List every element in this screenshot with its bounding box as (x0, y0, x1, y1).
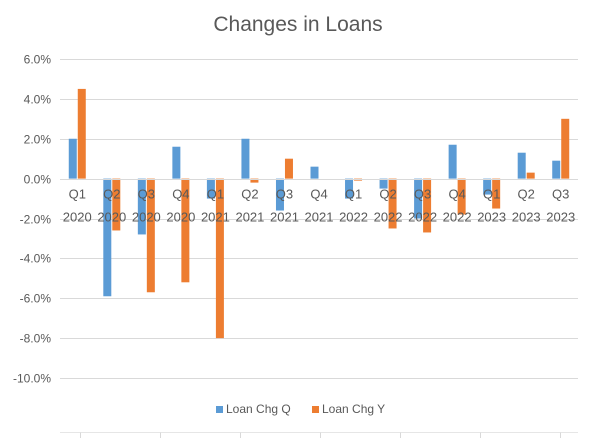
x-tick-label-quarter: Q2 (518, 187, 535, 202)
y-tick-label: 0.0% (24, 173, 52, 187)
x-tick-label-year: 2023 (546, 210, 575, 225)
bar-loan-chg-y (215, 178, 224, 339)
y-tick-label: 4.0% (24, 93, 52, 107)
bar-loan-chg-q (414, 178, 423, 219)
x-axis (60, 179, 578, 438)
bar-loan-chg-q (345, 178, 354, 199)
bar-loan-chg-q (137, 178, 146, 235)
y-tick-label: 6.0% (24, 53, 52, 67)
y-tick-label: -2.0% (20, 213, 52, 227)
bar-loan-chg-q (448, 144, 457, 179)
legend-label: Loan Chg Q (226, 402, 291, 416)
bar-loan-chg-q (275, 178, 284, 211)
bar-loan-chg-y (492, 178, 501, 209)
x-tick-label-quarter: Q1 (69, 187, 86, 202)
bar-loan-chg-q (552, 160, 561, 179)
bar-loan-chg-y (112, 178, 121, 231)
x-tick-label-year: 2020 (166, 210, 195, 225)
x-tick-label-year: 2021 (305, 210, 334, 225)
x-tick-label-year: 2023 (512, 210, 541, 225)
bar-loan-chg-y (561, 118, 570, 179)
x-tick-label-quarter: Q2 (103, 187, 120, 202)
x-tick-label-year: 2022 (339, 210, 368, 225)
y-tick-label: -8.0% (20, 332, 52, 346)
legend-swatch (216, 406, 223, 413)
x-tick-label-year: 2020 (63, 210, 92, 225)
legend-swatch (312, 406, 319, 413)
bar-loan-chg-q (206, 178, 215, 199)
bar-loan-chg-y (77, 88, 86, 179)
bar-loan-chg-q (172, 146, 181, 179)
bar-loan-chg-y (181, 178, 190, 283)
x-tick-label-quarter: Q3 (138, 187, 155, 202)
bar-loan-chg-y (250, 178, 259, 183)
x-tick-label-quarter: Q1 (345, 187, 362, 202)
y-tick-label: -6.0% (20, 292, 52, 306)
y-axis-tick-labels: 6.0% 4.0% 2.0% 0.0% -2.0% -4.0% -6.0% -8.0% -10.… (13, 53, 51, 386)
y-tick-label: -4.0% (20, 252, 52, 266)
bar-loan-chg-q (103, 178, 112, 297)
x-tick-label-year: 2020 (132, 210, 161, 225)
y-tick-label: 2.0% (24, 133, 52, 147)
x-tick-label-quarter: Q3 (414, 187, 431, 202)
bar-loan-chg-y (526, 172, 535, 179)
bar-loan-chg-q (483, 178, 492, 195)
bar-loan-chg-y (457, 178, 466, 215)
bar-loan-chg-y (284, 158, 293, 179)
bar-loan-chg-q (310, 166, 319, 179)
bars (68, 88, 570, 339)
bar-loan-chg-q (241, 138, 250, 179)
x-tick-label-quarter: Q2 (241, 187, 258, 202)
x-tick-label-quarter: Q3 (552, 187, 569, 202)
x-axis-tick-labels: Q1 2020 Q2 2020 Q3 2020 Q4 2020 Q1 2021 Q2 2021 Q3 20… (63, 187, 575, 225)
x-tick-label-quarter: Q4 (448, 187, 465, 202)
x-tick-label-year: 2022 (443, 210, 472, 225)
legend: Loan Chg Q Loan Chg Y (216, 402, 385, 416)
x-tick-label-year: 2021 (235, 210, 264, 225)
legend-label: Loan Chg Y (322, 402, 385, 416)
x-tick-label-year: 2021 (270, 210, 299, 225)
bar-loan-chg-q (517, 152, 526, 179)
y-tick-label: -10.0% (13, 372, 51, 386)
x-tick-label-year: 2021 (201, 210, 230, 225)
bar-loan-chg-q (379, 178, 388, 189)
bar-loan-chg-q (68, 138, 77, 179)
chart-title: Changes in Loans (213, 13, 382, 36)
x-tick-label-year: 2022 (408, 210, 437, 225)
bar-loan-chg-y (423, 178, 432, 233)
x-tick-label-quarter: Q2 (379, 187, 396, 202)
x-tick-label-quarter: Q4 (172, 187, 189, 202)
x-tick-label-year: 2020 (97, 210, 126, 225)
x-tick-label-quarter: Q1 (207, 187, 224, 202)
x-tick-label-year: 2022 (374, 210, 403, 225)
x-tick-label-quarter: Q1 (483, 187, 500, 202)
bar-loan-chg-y (388, 178, 397, 229)
x-tick-label-quarter: Q4 (310, 187, 327, 202)
x-tick-label-quarter: Q3 (276, 187, 293, 202)
bar-loan-chg-y (146, 178, 155, 293)
x-tick-label-year: 2023 (477, 210, 506, 225)
